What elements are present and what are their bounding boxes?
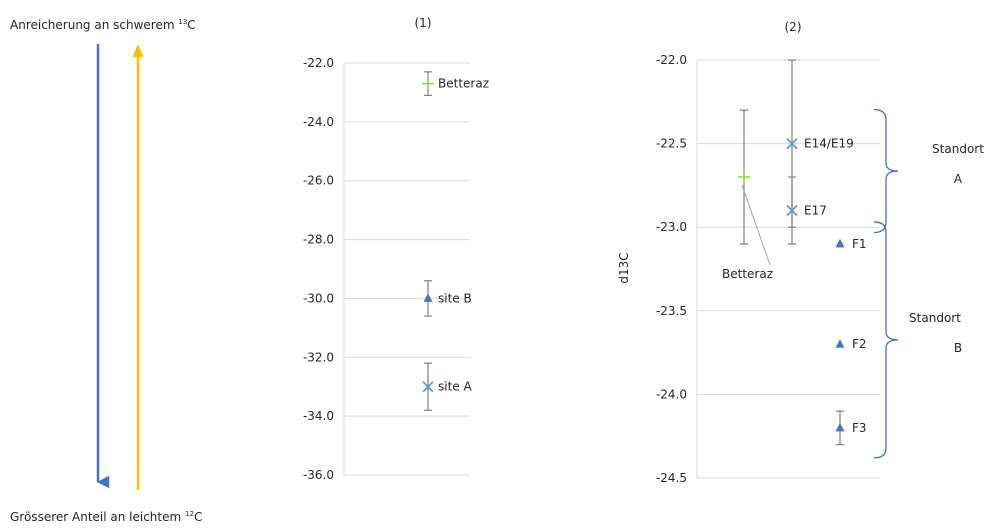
group-name-2: Standort <box>909 311 961 325</box>
y-tick-label: -23.0 <box>656 220 687 234</box>
data-label-site-a: site A <box>438 380 472 394</box>
group-id-1: A <box>954 172 963 186</box>
point-f1-marker <box>835 238 845 248</box>
isotope-arrows <box>96 44 144 490</box>
data-label-f1: F1 <box>852 237 867 251</box>
y-tick-label: -22.0 <box>303 56 334 70</box>
group-name-1: Standort <box>932 142 984 156</box>
chart-title: (1) <box>415 16 432 30</box>
y-tick-label: -36.0 <box>303 468 334 482</box>
top-caption: Anreicherung an schwerem 13C <box>10 18 196 32</box>
y-tick-label: -32.0 <box>303 350 334 364</box>
chart-panel-1: (1) -22.0 -24.0 -26.0 -28.0 -30.0 -32.0 -34.0 -3… <box>303 16 489 482</box>
point-e17-marker-b <box>786 204 798 217</box>
y-tick-label: -26.0 <box>303 174 334 188</box>
point-e14-e19-marker-b <box>786 137 798 150</box>
y-tick-label: -22.5 <box>656 137 687 151</box>
y-tick-label: -22.0 <box>656 53 687 67</box>
y-tick-label: -24.0 <box>303 115 334 129</box>
data-label-betteraz: Betteraz <box>722 267 773 281</box>
y-tick-label: -28.0 <box>303 233 334 247</box>
leader-line-betteraz <box>741 184 771 266</box>
y-axis-label: d13C <box>617 252 631 283</box>
point-site-a-marker-b <box>422 381 434 393</box>
up-arrow-head <box>132 44 144 57</box>
data-label-f3: F3 <box>852 421 867 435</box>
chart-title: (2) <box>785 20 802 34</box>
group-id-2: B <box>954 341 962 355</box>
point-f3-marker <box>835 422 845 432</box>
data-label-e17: E17 <box>804 203 827 217</box>
data-label-site-b: site B <box>438 291 472 305</box>
chart-panel-2: (2) d13C -22.0 -22.5 -23.0 -23.5 -24.0 -24.5 Bet… <box>617 20 984 485</box>
data-label-e14-e19: E14/E19 <box>804 137 854 151</box>
y-tick-label: -24.0 <box>656 387 687 401</box>
point-f2-marker <box>835 339 845 348</box>
data-label-betteraz: Betteraz <box>438 77 489 91</box>
y-tick-label: -34.0 <box>303 409 334 423</box>
y-tick-label: -23.5 <box>656 304 687 318</box>
group-bracket-2 <box>873 221 899 459</box>
y-tick-label: -30.0 <box>303 291 334 305</box>
data-label-f2: F2 <box>852 337 867 351</box>
y-tick-label: -24.5 <box>656 471 687 485</box>
group-bracket-1 <box>873 108 899 234</box>
point-site-b-marker <box>423 293 433 302</box>
bottom-caption: Grösserer Anteil an leichtem 12C <box>10 510 202 524</box>
